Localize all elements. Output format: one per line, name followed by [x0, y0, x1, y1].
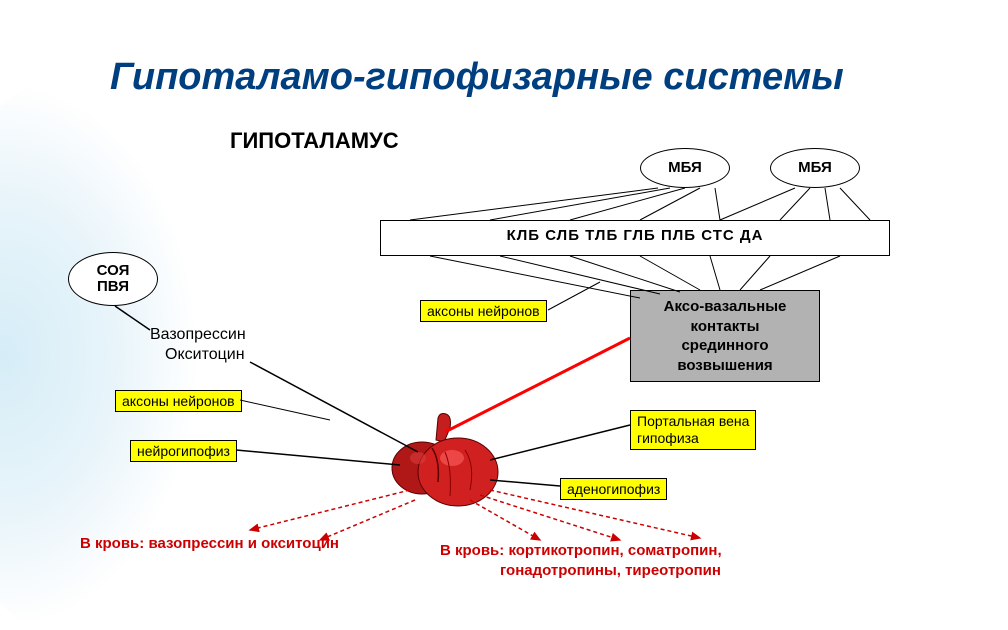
hormones-row-text: КЛБ СЛБ ТЛБ ГЛБ ПЛБ СТС ДА	[507, 227, 764, 244]
vasopressin-label: Вазопрессин	[150, 326, 246, 344]
axovasal-text: Аксо-вазальные контакты срединного возвы…	[664, 298, 787, 374]
soya-label: СОЯ ПВЯ	[97, 263, 130, 296]
portal-vein-label: Портальная вена гипофиза	[630, 410, 756, 450]
mba-ellipse-2: МБЯ	[770, 148, 860, 188]
portal-vein-text: Портальная вена гипофиза	[637, 413, 749, 446]
page-title: Гипоталамо-гипофизарные системы	[110, 56, 844, 99]
adenohypophysis-label: аденогипофиз	[560, 478, 667, 500]
section-title: ГИПОТАЛАМУС	[230, 128, 399, 154]
axovasal-box: Аксо-вазальные контакты срединного возвы…	[630, 290, 820, 382]
oxytocin-label: Окситоцин	[165, 346, 245, 364]
pituitary-gland	[370, 410, 520, 525]
axons-label-right: аксоны нейронов	[420, 300, 547, 322]
mba-label-2: МБЯ	[798, 160, 832, 177]
hormones-row-box: КЛБ СЛБ ТЛБ ГЛБ ПЛБ СТС ДА	[380, 220, 890, 256]
soya-ellipse: СОЯ ПВЯ	[68, 252, 158, 306]
blood-output-right-2: гонадотропины, тиреотропин	[500, 562, 721, 579]
blood-output-right-1: В кровь: кортикотропин, соматропин,	[440, 542, 722, 559]
blood-output-left: В кровь: вазопрессин и окситоцин	[80, 535, 339, 552]
axons-label-left: аксоны нейронов	[115, 390, 242, 412]
mba-ellipse-1: МБЯ	[640, 148, 730, 188]
neurohypophysis-label: нейрогипофиз	[130, 440, 237, 462]
mba-label-1: МБЯ	[668, 160, 702, 177]
